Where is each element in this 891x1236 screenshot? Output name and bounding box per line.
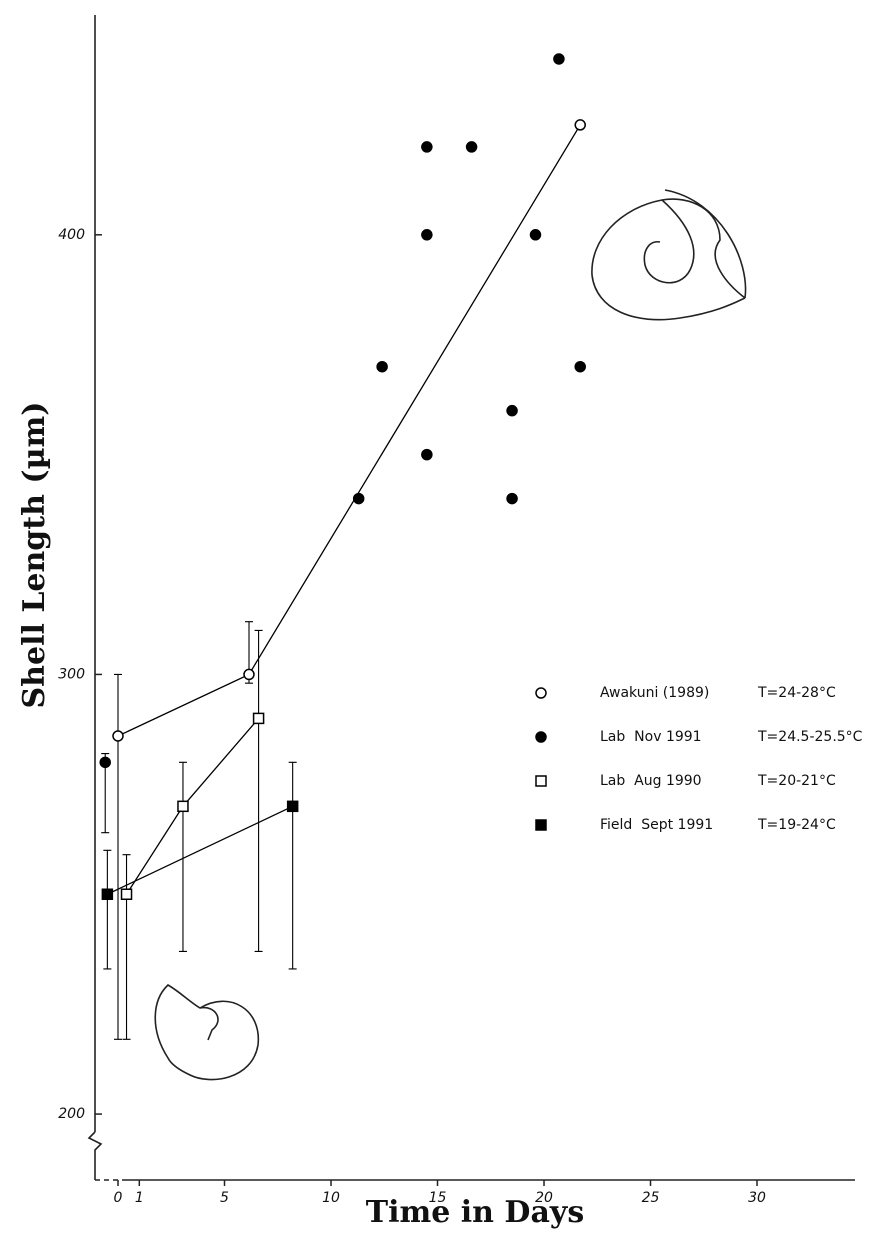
legend-conditions: T=24-28°C: [757, 685, 836, 701]
legend-conditions: T=19-24°C: [757, 817, 836, 833]
error-bar: [288, 761, 297, 970]
x-tick-label: 1: [135, 1190, 144, 1206]
legend-entry: Awakuni (1989) T=24-28°C: [535, 685, 836, 701]
legend-label: Lab Aug 1990: [600, 773, 702, 789]
legend-label: Field Sept 1991: [600, 817, 713, 833]
error-bar: [178, 761, 187, 952]
point: [421, 229, 433, 241]
legend-conditions: T=20-21°C: [757, 773, 836, 789]
x-tick-label: 5: [220, 1190, 229, 1206]
point: [352, 492, 365, 505]
series-line: [107, 805, 293, 895]
y-tick-label: 400: [58, 227, 85, 243]
axis-break: [87, 1131, 103, 1180]
point: [506, 404, 518, 417]
point: [120, 888, 133, 900]
axes: [87, 15, 855, 1181]
point: [177, 800, 189, 813]
point: [376, 360, 388, 373]
error-bar: [122, 854, 131, 1040]
x-axis-title: Time in Days: [366, 1195, 584, 1230]
x-tick-label: 0: [114, 1190, 123, 1206]
x-tick-label: 15: [429, 1190, 447, 1206]
point: [252, 712, 265, 725]
point: [243, 668, 255, 681]
point: [574, 119, 586, 131]
point: [101, 888, 114, 900]
y-tick-label: 200: [58, 1106, 85, 1122]
series: [120, 629, 265, 1040]
point: [553, 53, 565, 65]
x-tick-label: 20: [535, 1190, 553, 1206]
x-tick-label: 30: [748, 1190, 766, 1206]
series: [112, 119, 586, 1040]
legend-conditions: T=24.5-25.5°C: [757, 729, 863, 745]
y-axis-title: Shell Length (µm): [17, 402, 52, 709]
small-shell: [154, 984, 260, 1081]
legend-entry: Field Sept 1991 T=19-24°C: [535, 817, 836, 833]
point: [99, 756, 111, 769]
point: [112, 730, 124, 742]
point: [506, 492, 518, 505]
series-line: [125, 717, 260, 895]
x-tick-label: 10: [322, 1190, 340, 1206]
large-shell: [591, 189, 747, 321]
error-bar: [103, 849, 112, 970]
legend-marker: [535, 731, 547, 743]
legend-marker: [535, 819, 547, 831]
series-line: [117, 124, 581, 737]
point: [286, 800, 299, 813]
y-tick-label: 300: [58, 666, 85, 682]
point: [421, 448, 433, 461]
legend-entry: Lab Aug 1990 T=20-21°C: [535, 773, 836, 789]
legend-marker: [535, 775, 547, 787]
legend-label: Lab Nov 1991: [600, 729, 702, 745]
legend-marker: [535, 687, 547, 699]
series: [101, 761, 299, 970]
point: [465, 141, 478, 153]
error-bar: [114, 673, 123, 1040]
error-bar: [254, 629, 263, 952]
legend-label: Awakuni (1989): [600, 685, 709, 701]
point: [529, 229, 542, 241]
point: [574, 360, 586, 373]
legend-entry: Lab Nov 1991 T=24.5-25.5°C: [535, 729, 863, 745]
x-tick-label: 25: [642, 1190, 660, 1206]
point: [421, 141, 433, 153]
snail-drawings: [154, 189, 747, 1081]
series: [99, 53, 586, 834]
